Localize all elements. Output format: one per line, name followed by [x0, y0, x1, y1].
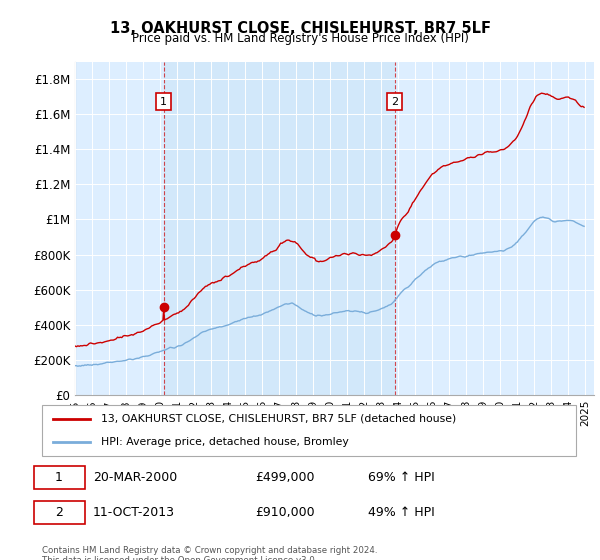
Text: 13, OAKHURST CLOSE, CHISLEHURST, BR7 5LF (detached house): 13, OAKHURST CLOSE, CHISLEHURST, BR7 5LF…: [101, 414, 456, 424]
Bar: [164, 62, 395, 395]
FancyBboxPatch shape: [34, 465, 85, 489]
Text: 1: 1: [55, 471, 63, 484]
Text: 2: 2: [55, 506, 63, 519]
FancyBboxPatch shape: [42, 405, 576, 456]
Text: 2: 2: [391, 96, 398, 106]
Text: 20-MAR-2000: 20-MAR-2000: [93, 471, 177, 484]
Text: 13, OAKHURST CLOSE, CHISLEHURST, BR7 5LF: 13, OAKHURST CLOSE, CHISLEHURST, BR7 5LF: [110, 21, 491, 36]
Text: Contains HM Land Registry data © Crown copyright and database right 2024.
This d: Contains HM Land Registry data © Crown c…: [42, 546, 377, 560]
Text: HPI: Average price, detached house, Bromley: HPI: Average price, detached house, Brom…: [101, 437, 349, 447]
Text: 1: 1: [160, 96, 167, 106]
Text: 69% ↑ HPI: 69% ↑ HPI: [368, 471, 434, 484]
Text: Price paid vs. HM Land Registry's House Price Index (HPI): Price paid vs. HM Land Registry's House …: [131, 32, 469, 45]
Text: £910,000: £910,000: [256, 506, 315, 519]
Text: 11-OCT-2013: 11-OCT-2013: [93, 506, 175, 519]
Text: 49% ↑ HPI: 49% ↑ HPI: [368, 506, 434, 519]
Text: £499,000: £499,000: [256, 471, 315, 484]
FancyBboxPatch shape: [34, 501, 85, 524]
